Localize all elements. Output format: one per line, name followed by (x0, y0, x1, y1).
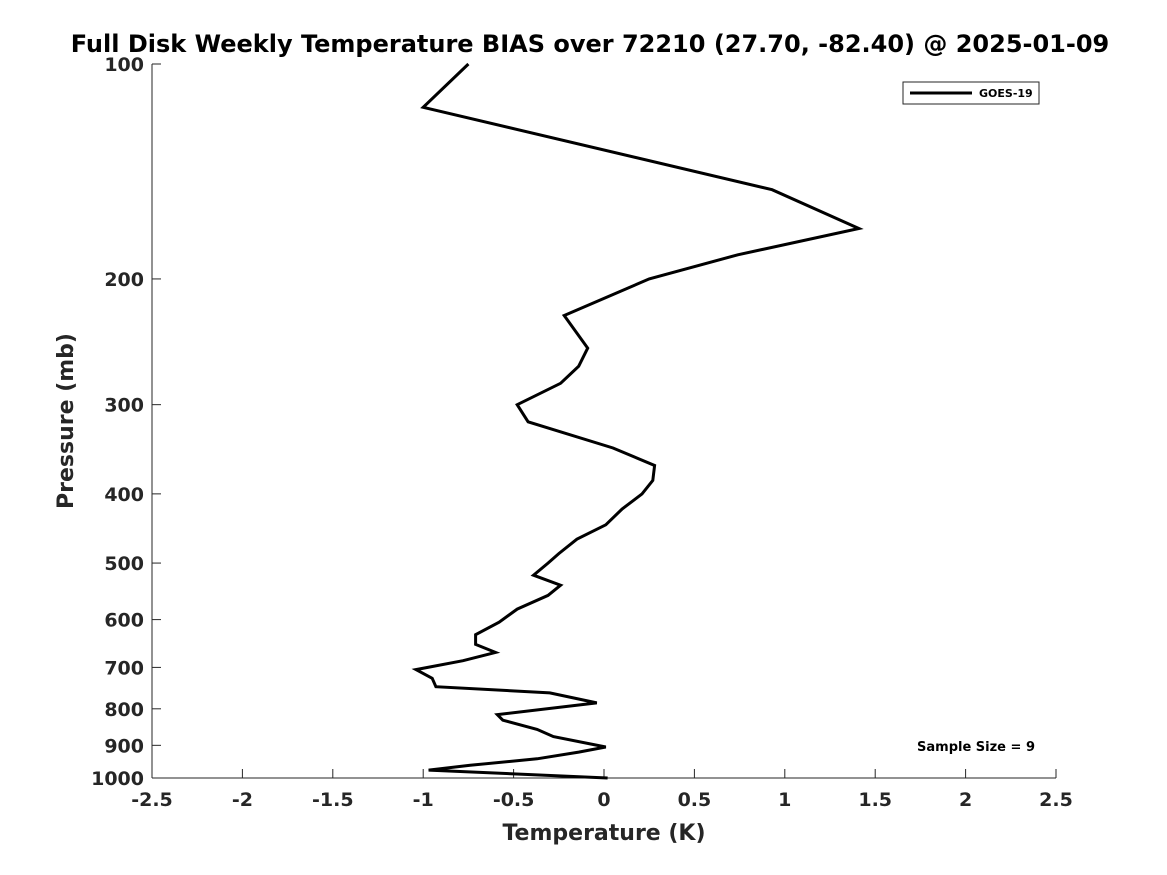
series-line-goes-19 (411, 62, 864, 780)
x-tick-label: 1 (778, 789, 791, 811)
x-tick-label: 2 (959, 789, 972, 811)
y-axis-ticks: 100 200 300 400 500 600 700 800 900 1000 (91, 54, 161, 790)
y-tick-label: 400 (104, 484, 144, 506)
x-tick-label: -1.5 (312, 789, 354, 811)
x-axis-ticks: -2.5 -2 -1.5 -1 -0.5 0 0.5 1 1.5 2 2.5 (131, 769, 1073, 811)
x-tick-label: 0 (597, 789, 610, 811)
x-axis-label: Temperature (K) (502, 821, 705, 846)
y-tick-label: 600 (104, 610, 144, 632)
x-tick-label: -0.5 (493, 789, 535, 811)
chart-title: Full Disk Weekly Temperature BIAS over 7… (71, 30, 1110, 58)
x-tick-label: -2 (232, 789, 253, 811)
y-tick-label: 1000 (91, 768, 144, 790)
x-tick-label: 2.5 (1039, 789, 1073, 811)
sample-size-annotation: Sample Size = 9 (917, 740, 1035, 755)
x-tick-label: -2.5 (131, 789, 173, 811)
y-tick-label: 300 (104, 395, 144, 417)
y-tick-label: 800 (104, 699, 144, 721)
y-tick-label: 700 (104, 657, 144, 679)
y-axis-label: Pressure (mb) (54, 333, 79, 509)
legend-label-goes-19: GOES-19 (979, 87, 1033, 100)
y-tick-label: 100 (104, 54, 144, 76)
y-tick-label: 500 (104, 553, 144, 575)
x-tick-label: -1 (413, 789, 434, 811)
y-tick-label: 200 (104, 269, 144, 291)
legend: GOES-19 (902, 81, 1040, 105)
series-layer (411, 62, 864, 780)
plot-area (151, 64, 1056, 779)
y-tick-label: 900 (104, 735, 144, 757)
x-tick-label: 1.5 (858, 789, 892, 811)
x-tick-label: 0.5 (678, 789, 712, 811)
